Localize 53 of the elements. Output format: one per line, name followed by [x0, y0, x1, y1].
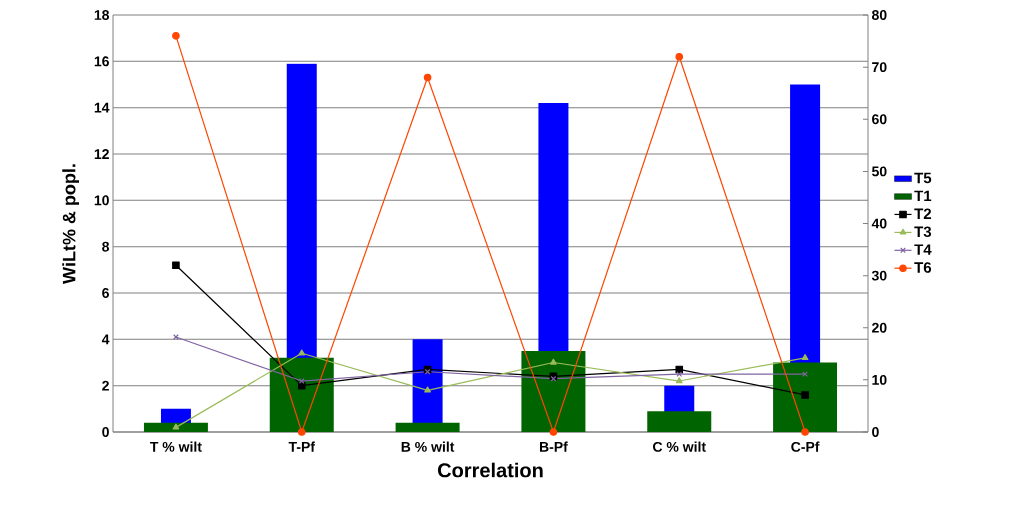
y2-tick-label: 50 [871, 166, 887, 177]
x-axis-title: Correlation [437, 462, 543, 478]
x-tick-label: C % wilt [653, 441, 706, 452]
point [172, 32, 180, 40]
bar [395, 422, 460, 432]
legend-label: T4 [914, 244, 932, 255]
point [675, 52, 684, 61]
y-tick-label: 2 [102, 380, 109, 391]
bar [773, 362, 838, 432]
point [801, 391, 809, 399]
y-axis-title: WiLt% & popl. [62, 164, 80, 284]
y-tick-label: 14 [94, 102, 110, 113]
point [549, 428, 558, 436]
bar [143, 422, 208, 432]
y2-tick-label: 30 [871, 270, 887, 281]
point [550, 358, 557, 365]
y-tick-label: 0 [102, 427, 109, 437]
legend-label: T1 [914, 190, 932, 201]
point [298, 349, 306, 356]
point [297, 428, 306, 436]
x-tick-label: T-Pf [288, 441, 316, 452]
point [801, 354, 809, 361]
x-tick-label: T % wilt [150, 441, 202, 452]
point [298, 378, 305, 384]
y2-tick-label: 20 [872, 322, 887, 333]
y-tick-label: 10 [94, 195, 109, 206]
y2-tick-label: 0 [872, 427, 879, 437]
x-tick-label: B-Pf [539, 441, 568, 452]
y-tick-label: 16 [94, 56, 109, 67]
point [172, 261, 180, 269]
legend-label: T3 [914, 226, 932, 238]
legend-label: T6 [914, 262, 932, 273]
x-tick-label: C-Pf [791, 441, 820, 452]
y-tick-label: 12 [94, 149, 109, 159]
point [675, 377, 683, 384]
point [801, 428, 809, 436]
y2-tick-label: 60 [872, 114, 887, 125]
point [424, 386, 431, 393]
x-tick-label: B % wilt [401, 441, 455, 452]
y-tick-label: 18 [94, 10, 110, 20]
y2-tick-label: 80 [871, 10, 887, 20]
point [423, 73, 432, 82]
y-tick-label: 4 [101, 334, 110, 345]
point [172, 423, 180, 430]
y-tick-label: 6 [102, 288, 109, 298]
y-tick-label: 8 [102, 241, 110, 252]
y2-tick-label: 40 [871, 218, 887, 229]
legend-label: T2 [914, 208, 932, 219]
point [676, 371, 683, 377]
y2-tick-label: 70 [872, 62, 887, 73]
legend-label: T5 [914, 172, 932, 184]
y2-tick-label: 10 [872, 374, 887, 385]
bar [647, 411, 712, 432]
